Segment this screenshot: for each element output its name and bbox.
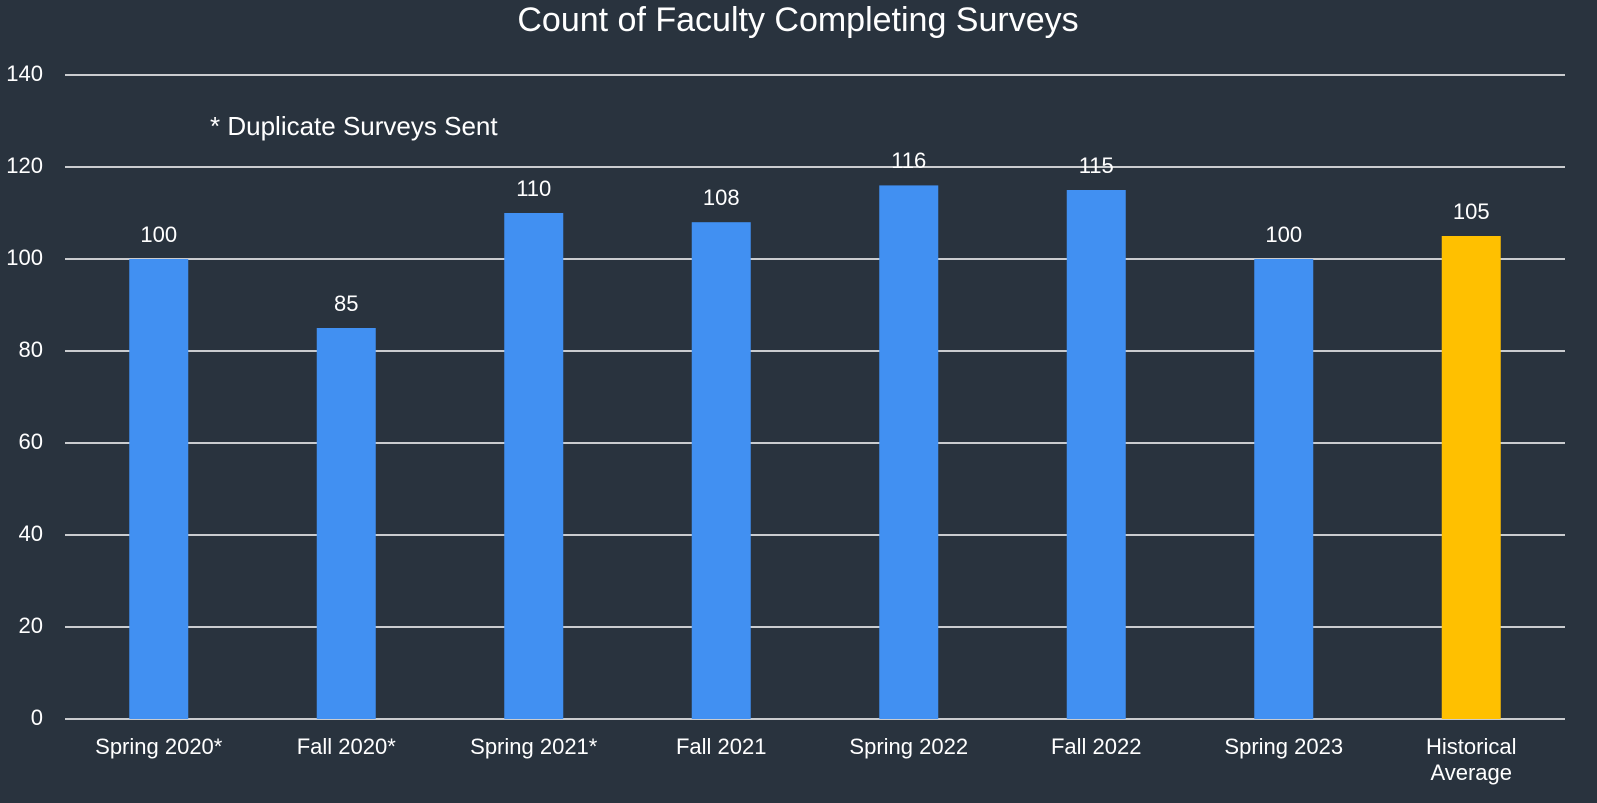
value-label: 85	[334, 291, 358, 316]
value-label: 100	[1265, 222, 1302, 247]
y-tick-label: 120	[6, 153, 43, 178]
x-tick-label: Fall 2021	[675, 734, 767, 759]
x-tick-label: Fall 2022	[1050, 734, 1142, 759]
bar	[316, 328, 376, 719]
x-tick-label: Spring 2021*	[470, 734, 598, 759]
bar	[691, 222, 751, 719]
value-label: 108	[703, 185, 740, 210]
bar	[1066, 190, 1126, 719]
y-tick-label: 140	[6, 61, 43, 86]
chart-title: Count of Faculty Completing Surveys	[517, 1, 1078, 39]
value-label: 116	[891, 148, 926, 173]
bar	[879, 185, 939, 719]
y-tick-label: 0	[31, 705, 43, 730]
bar	[1254, 259, 1314, 719]
y-tick-label: 80	[19, 337, 43, 362]
y-tick-label: 100	[6, 245, 43, 270]
x-tick-label: Fall 2020*	[296, 734, 396, 759]
bar	[1441, 236, 1501, 719]
y-tick-label: 60	[19, 429, 43, 454]
y-tick-label: 20	[19, 613, 43, 638]
x-tick-label: Historical Average	[1426, 734, 1517, 785]
x-tick-label: Spring 2022	[849, 734, 969, 759]
annotation: * Duplicate Surveys Sent	[210, 111, 498, 141]
x-tick-label: Spring 2020*	[95, 734, 223, 759]
bar	[504, 213, 564, 719]
value-label: 100	[140, 222, 177, 247]
value-label: 115	[1079, 153, 1114, 178]
y-tick-label: 40	[19, 521, 43, 546]
value-label: 105	[1453, 199, 1490, 224]
bar	[129, 259, 189, 719]
value-label: 110	[516, 176, 551, 201]
x-tick-label: Spring 2023	[1224, 734, 1344, 759]
